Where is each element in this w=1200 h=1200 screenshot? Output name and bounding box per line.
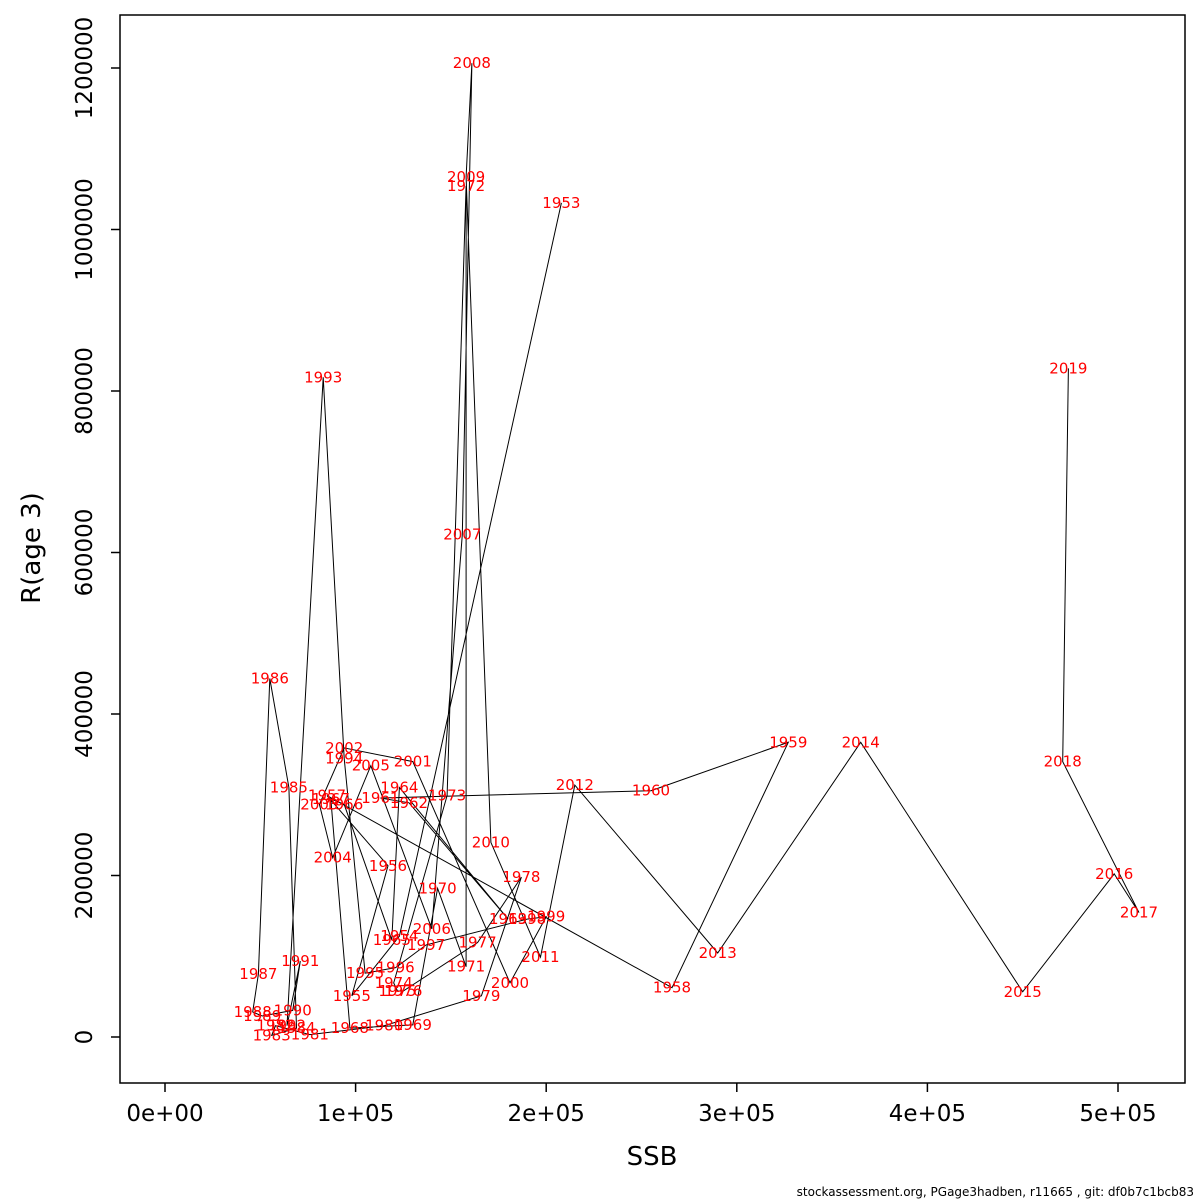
- x-axis-title: SSB: [627, 1142, 678, 1172]
- year-label-1992: 1992: [268, 1017, 306, 1035]
- year-label-2007: 2007: [443, 526, 481, 544]
- year-label-2017: 2017: [1120, 904, 1158, 922]
- year-label-1995: 1995: [346, 964, 384, 982]
- year-label-1980: 1980: [365, 1017, 403, 1035]
- year-label-1970: 1970: [419, 879, 457, 897]
- year-label-1969: 1969: [394, 1016, 432, 1034]
- recruitment-line: [252, 63, 1140, 1037]
- year-label-1972: 1972: [447, 177, 485, 195]
- year-label-1979: 1979: [462, 987, 500, 1005]
- year-label-2014: 2014: [842, 733, 880, 751]
- year-label-1991: 1991: [281, 952, 319, 970]
- year-label-1987: 1987: [239, 965, 277, 983]
- year-label-1998: 1998: [508, 910, 546, 928]
- year-label-2000: 2000: [491, 974, 529, 992]
- year-label-1996: 1996: [377, 959, 415, 977]
- year-label-1985: 1985: [270, 779, 308, 797]
- year-label-1984: 1984: [277, 1019, 315, 1037]
- year-label-1994: 1994: [325, 749, 363, 767]
- footer-text: stockassessment.org, PGage3hadben, r1166…: [797, 1185, 1194, 1199]
- year-label-2006: 2006: [413, 920, 451, 938]
- year-label-2019: 2019: [1049, 359, 1087, 377]
- y-tick-label: 400000: [72, 670, 98, 758]
- year-label-2016: 2016: [1095, 865, 1133, 883]
- y-tick-label: 600000: [72, 509, 98, 597]
- y-axis-title: R(age 3): [17, 492, 47, 604]
- x-tick-label: 1e+05: [317, 1101, 394, 1127]
- x-tick-label: 2e+05: [508, 1101, 585, 1127]
- year-label-1989: 1989: [243, 1007, 281, 1025]
- year-label-1959: 1959: [769, 733, 807, 751]
- x-tick-label: 4e+05: [889, 1101, 966, 1127]
- year-label-1962: 1962: [390, 794, 428, 812]
- year-label-1958: 1958: [653, 979, 691, 997]
- year-label-1965: 1965: [373, 931, 411, 949]
- year-label-1957: 1957: [308, 787, 346, 805]
- year-label-2001: 2001: [394, 753, 432, 771]
- year-label-1956: 1956: [369, 857, 407, 875]
- year-label-2009: 2009: [447, 168, 485, 186]
- year-label-1963: 1963: [489, 910, 527, 928]
- year-label-1953: 1953: [542, 194, 580, 212]
- year-label-2013: 2013: [699, 944, 737, 962]
- year-label-2018: 2018: [1044, 753, 1082, 771]
- year-label-1990: 1990: [274, 1001, 312, 1019]
- x-tick-label: 5e+05: [1079, 1101, 1156, 1127]
- recruitment-series: 1953 1954 1955 1956 1957 1958 1959 1960 19611962…: [234, 54, 1158, 1044]
- year-label-2015: 2015: [1004, 983, 1042, 1001]
- y-tick-label: 200000: [72, 832, 98, 920]
- year-label-1961: 1961: [361, 789, 399, 807]
- year-label-1964: 1964: [380, 779, 418, 797]
- year-label-1974: 1974: [375, 974, 413, 992]
- x-tick-label: 0e+00: [126, 1101, 203, 1127]
- year-label-1997: 1997: [407, 936, 445, 954]
- year-label-1977: 1977: [459, 934, 497, 952]
- year-label-1982: 1982: [256, 1017, 294, 1035]
- year-label-1955: 1955: [333, 987, 371, 1005]
- x-tick-label: 3e+05: [698, 1101, 775, 1127]
- plot-box: [119, 14, 1186, 1084]
- year-label-2004: 2004: [314, 849, 352, 867]
- year-label-1978: 1978: [502, 868, 540, 886]
- year-label-1999: 1999: [527, 908, 565, 926]
- year-label-1976: 1976: [384, 982, 422, 1000]
- y-axis: 0 200000 400000 600000 800000 1000000 1200000: [72, 17, 120, 1045]
- year-label-2005: 2005: [352, 757, 390, 775]
- year-label-1973: 1973: [428, 787, 466, 805]
- year-label-2012: 2012: [556, 776, 594, 794]
- year-label-1968: 1968: [331, 1019, 369, 1037]
- year-label-1971: 1971: [447, 958, 485, 976]
- year-label-1975: 1975: [378, 982, 416, 1000]
- y-tick-label: 0: [72, 1030, 98, 1045]
- year-label-1960: 1960: [632, 782, 670, 800]
- year-label-1954: 1954: [380, 927, 418, 945]
- year-label-2002: 2002: [325, 739, 363, 757]
- year-label-1981: 1981: [291, 1026, 329, 1044]
- year-label-1988: 1988: [234, 1003, 272, 1021]
- y-tick-label: 800000: [72, 347, 98, 435]
- y-tick-label: 1000000: [72, 178, 98, 280]
- year-label-2011: 2011: [521, 948, 559, 966]
- year-label-2008: 2008: [453, 54, 491, 72]
- year-label-1993: 1993: [304, 368, 342, 386]
- year-label-2003: 2003: [300, 795, 338, 813]
- x-axis: 0e+00 1e+05 2e+05 3e+05 4e+05 5e+05: [126, 1083, 1157, 1127]
- year-label-1967: 1967: [312, 790, 350, 808]
- year-label-1966: 1966: [325, 795, 363, 813]
- year-label-2010: 2010: [472, 833, 510, 851]
- year-label-1983: 1983: [253, 1026, 291, 1044]
- year-label-1986: 1986: [251, 670, 289, 688]
- y-tick-label: 1200000: [72, 17, 98, 119]
